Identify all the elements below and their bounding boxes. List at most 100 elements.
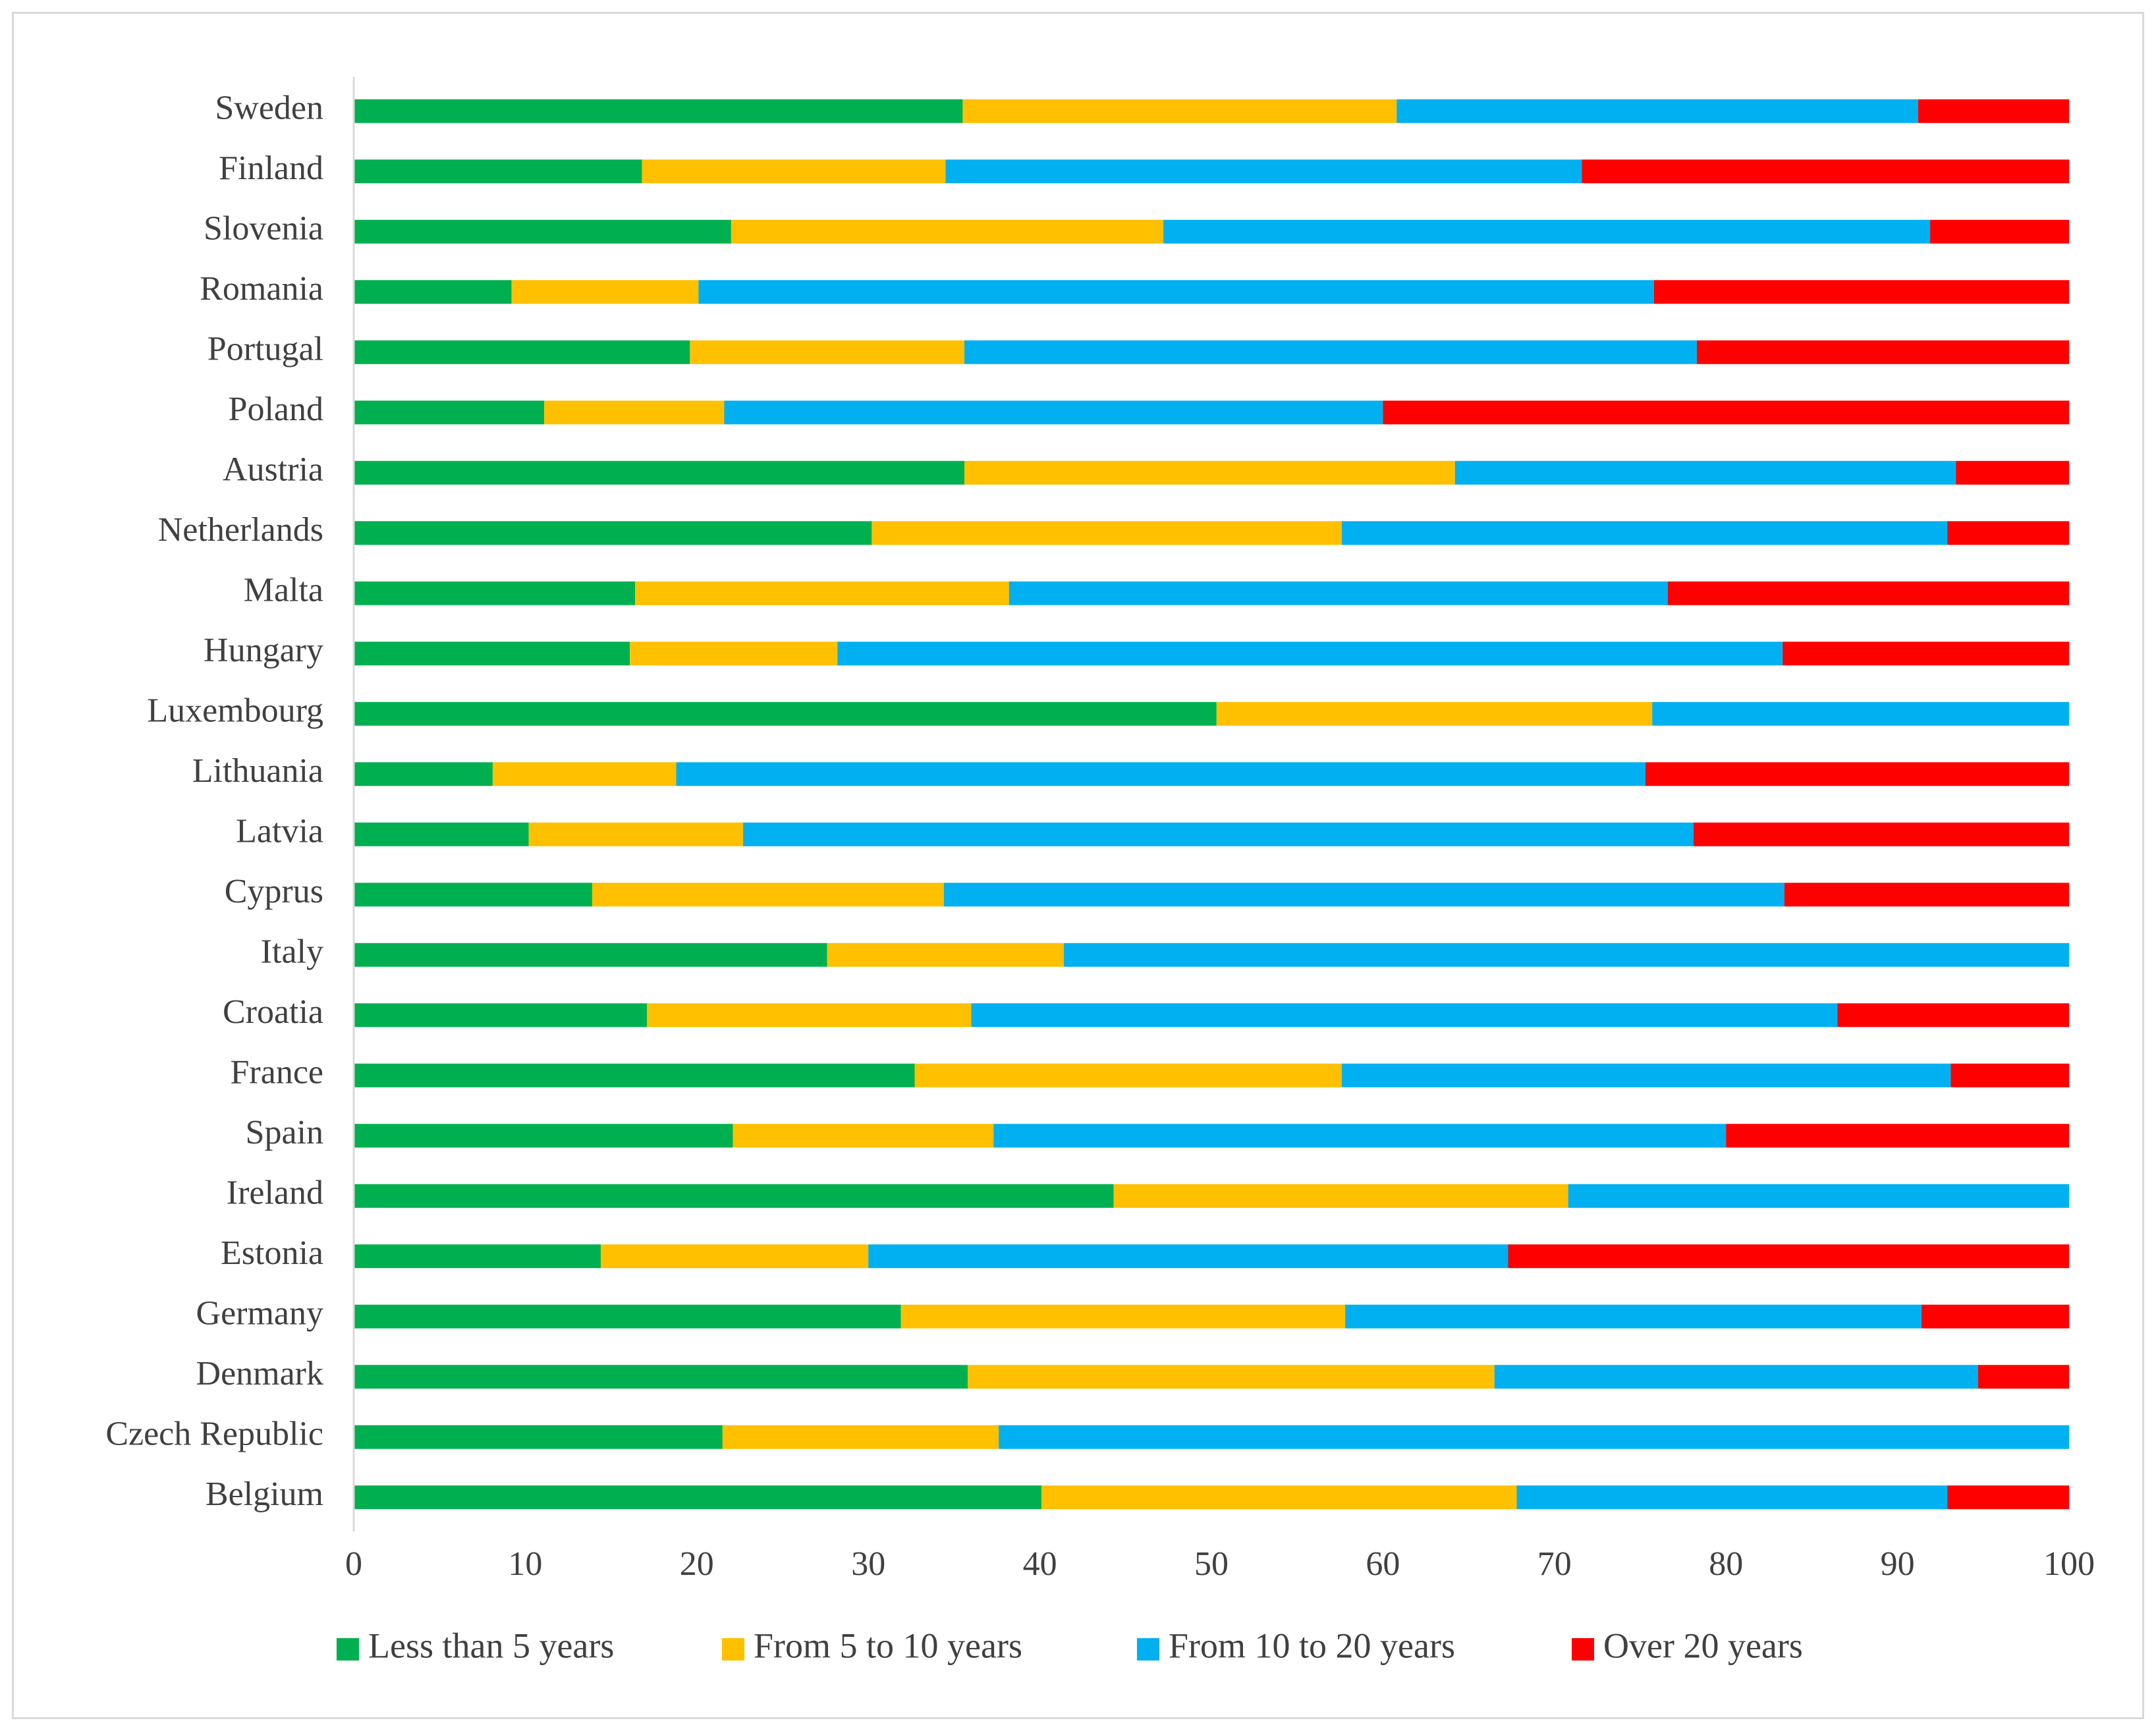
bar-slovenia-series-3	[1930, 219, 2069, 244]
bar-austria-series-0	[354, 460, 965, 485]
bar-cyprus-series-2	[943, 883, 1784, 907]
bar-latvia-series-2	[743, 822, 1694, 846]
bar-latvia-series-1	[528, 822, 744, 846]
bar-slovenia-series-1	[731, 219, 1164, 244]
bar-luxembourg-series-2	[1652, 701, 2069, 726]
bar-poland-series-0	[354, 400, 545, 425]
category-label: Germany	[196, 1295, 323, 1333]
category-label: Belgium	[206, 1475, 323, 1513]
bar-czech-republic-series-0	[354, 1425, 723, 1449]
bar-france-series-1	[914, 1063, 1342, 1087]
bar-romania-series-1	[511, 280, 699, 304]
category-label: Malta	[244, 572, 323, 609]
bar-austria-series-3	[1956, 460, 2069, 485]
bar-sweden-series-3	[1918, 99, 2069, 123]
legend-swatch	[1137, 1638, 1159, 1661]
legend-swatch	[1572, 1638, 1594, 1661]
category-label: Hungary	[204, 632, 323, 669]
bar-france-series-0	[354, 1063, 915, 1087]
x-tick-label: 70	[1537, 1545, 1572, 1583]
category-label: Romania	[200, 270, 323, 308]
bar-finland-series-3	[1582, 159, 2069, 184]
bar-portugal-series-2	[964, 340, 1697, 364]
bar-germany-series-3	[1921, 1304, 2069, 1329]
bar-netherlands-series-0	[354, 521, 872, 545]
bar-estonia-series-3	[1508, 1244, 2069, 1269]
legend-label: Over 20 years	[1603, 1626, 1803, 1665]
legend-item: Less than 5 years	[337, 1626, 614, 1665]
bar-belgium-series-0	[354, 1485, 1042, 1510]
legend-label: From 10 to 20 years	[1169, 1626, 1455, 1665]
bar-france-series-3	[1950, 1063, 2069, 1087]
bar-poland-series-3	[1383, 400, 2069, 425]
legend-swatch	[337, 1638, 359, 1661]
x-tick-label: 80	[1709, 1545, 1743, 1583]
category-label: Netherlands	[158, 511, 323, 549]
bar-slovenia-series-2	[1163, 219, 1931, 244]
bar-denmark-series-0	[354, 1365, 968, 1389]
bar-spain-series-1	[732, 1124, 994, 1148]
bar-cyprus-series-1	[592, 883, 944, 907]
bar-finland-series-2	[945, 159, 1582, 184]
bar-hungary-series-2	[837, 642, 1783, 666]
category-label: Poland	[229, 391, 323, 428]
bar-romania-series-0	[354, 280, 512, 304]
x-tick-label: 90	[1881, 1545, 1915, 1583]
category-label: Sweden	[215, 90, 323, 127]
legend-item: From 10 to 20 years	[1137, 1626, 1455, 1665]
category-label: Portugal	[207, 331, 323, 368]
bar-cyprus-series-3	[1784, 883, 2069, 907]
legend-label: Less than 5 years	[368, 1626, 614, 1665]
x-tick-label: 40	[1023, 1545, 1057, 1583]
category-label: Spain	[246, 1114, 323, 1151]
x-tick-label: 60	[1366, 1545, 1400, 1583]
bar-denmark-series-1	[968, 1365, 1495, 1389]
bar-belgium-series-2	[1516, 1485, 1948, 1510]
bar-slovenia-series-0	[354, 219, 731, 244]
bar-italy-series-0	[354, 943, 827, 967]
bar-croatia-series-2	[971, 1003, 1838, 1028]
bar-poland-series-1	[544, 400, 725, 425]
bar-sweden-series-1	[962, 99, 1397, 123]
category-label: Italy	[261, 933, 323, 971]
x-tick-label: 10	[508, 1545, 542, 1583]
bar-romania-series-2	[698, 280, 1654, 304]
category-label: Finland	[219, 150, 323, 187]
x-tick-label: 50	[1194, 1545, 1229, 1583]
bar-lithuania-series-1	[492, 762, 677, 786]
bar-ireland-series-1	[1113, 1184, 1568, 1208]
bar-italy-series-2	[1064, 943, 2069, 967]
category-label: Latvia	[236, 813, 323, 850]
bar-malta-series-1	[635, 581, 1009, 605]
bar-malta-series-3	[1667, 581, 2069, 605]
bar-estonia-series-2	[868, 1244, 1508, 1269]
bar-malta-series-0	[354, 581, 636, 605]
bar-hungary-series-1	[630, 642, 838, 666]
category-label: Luxembourg	[147, 692, 323, 730]
legend-item: Over 20 years	[1572, 1626, 1803, 1665]
bar-netherlands-series-3	[1947, 521, 2069, 545]
bar-hungary-series-0	[354, 642, 630, 666]
category-label: Czech Republic	[105, 1415, 323, 1453]
bar-croatia-series-3	[1837, 1003, 2069, 1028]
bar-ireland-series-0	[354, 1184, 1114, 1208]
bar-latvia-series-0	[354, 822, 529, 846]
bar-ireland-series-2	[1568, 1184, 2069, 1208]
category-label: Estonia	[221, 1234, 323, 1272]
category-label: France	[231, 1054, 323, 1091]
bar-czech-republic-series-2	[999, 1425, 2069, 1449]
x-tick-label: 20	[680, 1545, 714, 1583]
x-tick-label: 100	[2043, 1545, 2095, 1583]
bar-netherlands-series-1	[871, 521, 1342, 545]
x-tick-label: 30	[851, 1545, 885, 1583]
bar-germany-series-1	[900, 1304, 1346, 1329]
x-tick-label: 0	[345, 1545, 362, 1583]
bar-latvia-series-3	[1693, 822, 2069, 846]
bar-belgium-series-1	[1041, 1485, 1517, 1510]
chart-frame: Sweden Finland Slovenia Romania Portugal Pola…	[12, 12, 2144, 1719]
bars-layer	[354, 99, 2069, 1510]
bar-italy-series-1	[827, 943, 1064, 967]
bar-croatia-series-0	[354, 1003, 648, 1028]
bar-germany-series-2	[1345, 1304, 1922, 1329]
bar-cyprus-series-0	[354, 883, 592, 907]
